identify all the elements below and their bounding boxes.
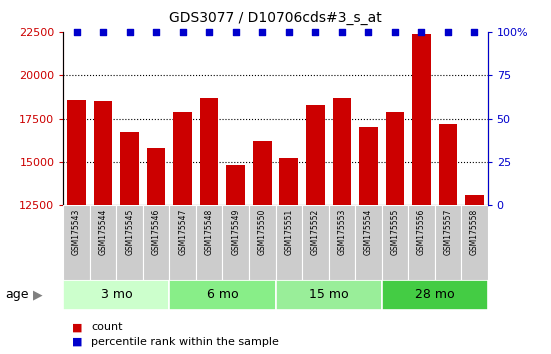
Bar [386, 112, 404, 205]
Text: 3 mo: 3 mo [101, 288, 132, 301]
Bar [253, 141, 272, 205]
Text: GSM175548: GSM175548 [205, 209, 214, 255]
Text: GSM175544: GSM175544 [99, 209, 107, 256]
Point [417, 29, 426, 35]
Bar [461, 205, 488, 280]
Bar [306, 105, 325, 205]
Bar [200, 98, 219, 205]
Text: GSM175550: GSM175550 [258, 209, 267, 256]
Bar [94, 101, 112, 205]
Point [231, 29, 240, 35]
Text: GSM175543: GSM175543 [72, 209, 81, 256]
Bar [90, 205, 116, 280]
Text: 28 mo: 28 mo [415, 288, 455, 301]
Text: GDS3077 / D10706cds#3_s_at: GDS3077 / D10706cds#3_s_at [169, 11, 382, 25]
Text: GSM175545: GSM175545 [125, 209, 134, 256]
Text: ▶: ▶ [33, 288, 42, 301]
Point [337, 29, 346, 35]
Bar [67, 99, 86, 205]
Bar [332, 98, 351, 205]
Text: GSM175557: GSM175557 [444, 209, 452, 256]
Text: GSM175556: GSM175556 [417, 209, 426, 256]
Bar [226, 165, 245, 205]
Text: count: count [91, 322, 122, 332]
Bar [279, 159, 298, 205]
Bar [276, 205, 302, 280]
Bar [435, 205, 461, 280]
Bar [359, 127, 377, 205]
Text: percentile rank within the sample: percentile rank within the sample [91, 337, 279, 347]
Text: GSM175553: GSM175553 [337, 209, 346, 256]
Bar [249, 205, 276, 280]
Bar [63, 205, 90, 280]
Bar [381, 205, 408, 280]
Bar [147, 148, 165, 205]
Bar [63, 280, 170, 310]
Point [179, 29, 187, 35]
Bar [196, 205, 223, 280]
Bar [328, 205, 355, 280]
Point [470, 29, 479, 35]
Bar [276, 280, 381, 310]
Text: age: age [6, 288, 29, 301]
Text: GSM175552: GSM175552 [311, 209, 320, 255]
Bar [174, 112, 192, 205]
Bar [143, 205, 169, 280]
Point [72, 29, 81, 35]
Bar [412, 34, 431, 205]
Point [258, 29, 267, 35]
Text: GSM175554: GSM175554 [364, 209, 373, 256]
Bar [439, 124, 457, 205]
Bar [408, 205, 435, 280]
Bar [120, 132, 139, 205]
Point [125, 29, 134, 35]
Text: GSM175558: GSM175558 [470, 209, 479, 255]
Bar [116, 205, 143, 280]
Text: GSM175549: GSM175549 [231, 209, 240, 256]
Bar [465, 195, 484, 205]
Bar [170, 280, 276, 310]
Text: GSM175551: GSM175551 [284, 209, 293, 255]
Text: 15 mo: 15 mo [309, 288, 348, 301]
Point [391, 29, 399, 35]
Point [444, 29, 452, 35]
Bar [381, 280, 488, 310]
Point [205, 29, 214, 35]
Text: GSM175546: GSM175546 [152, 209, 161, 256]
Point [99, 29, 107, 35]
Point [152, 29, 160, 35]
Bar [302, 205, 328, 280]
Text: GSM175555: GSM175555 [390, 209, 399, 256]
Text: ■: ■ [72, 337, 82, 347]
Bar [223, 205, 249, 280]
Text: GSM175547: GSM175547 [178, 209, 187, 256]
Text: 6 mo: 6 mo [207, 288, 238, 301]
Bar [355, 205, 381, 280]
Bar [170, 205, 196, 280]
Point [364, 29, 372, 35]
Point [311, 29, 320, 35]
Text: ■: ■ [72, 322, 82, 332]
Point [284, 29, 293, 35]
